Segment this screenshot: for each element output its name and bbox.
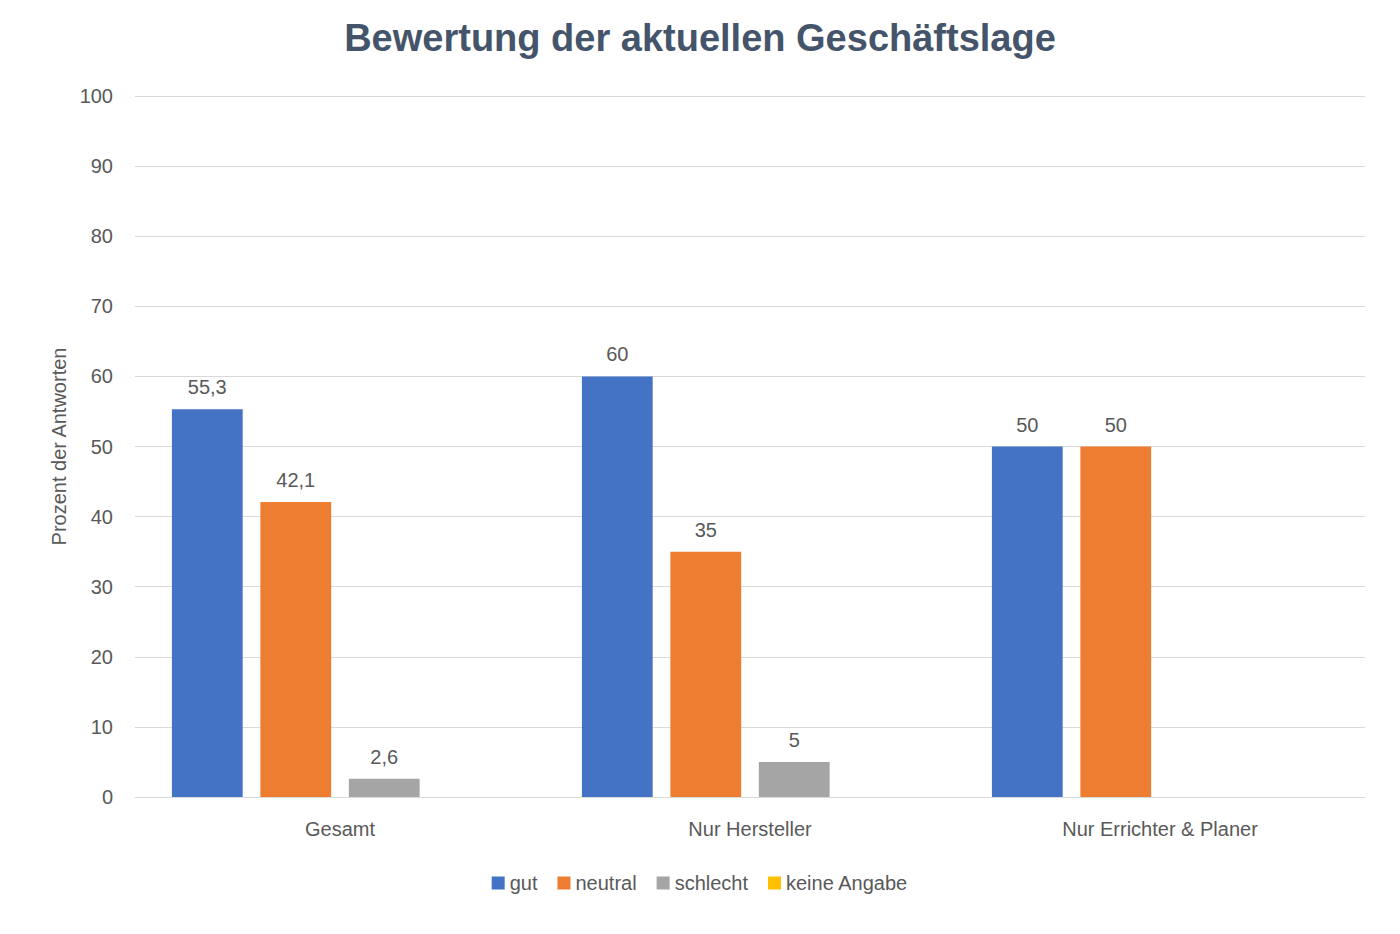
svg-text:Prozent der Antworten: Prozent der Antworten (48, 348, 70, 546)
svg-text:50: 50 (1016, 414, 1038, 436)
svg-text:100: 100 (80, 85, 113, 107)
svg-text:schlecht: schlecht (675, 872, 749, 894)
svg-text:40: 40 (91, 506, 113, 528)
svg-text:5: 5 (789, 729, 800, 751)
svg-text:70: 70 (91, 295, 113, 317)
svg-text:gut: gut (510, 872, 538, 894)
svg-text:60: 60 (91, 365, 113, 387)
svg-text:50: 50 (91, 436, 113, 458)
svg-text:60: 60 (606, 343, 628, 365)
svg-text:2,6: 2,6 (370, 746, 398, 768)
svg-text:90: 90 (91, 155, 113, 177)
svg-text:55,3: 55,3 (188, 376, 227, 398)
svg-text:20: 20 (91, 646, 113, 668)
svg-text:Bewertung der aktuellen Geschä: Bewertung der aktuellen Geschäftslage (344, 17, 1056, 59)
svg-text:Gesamt: Gesamt (305, 818, 375, 840)
svg-text:50: 50 (1105, 414, 1127, 436)
svg-text:Nur Hersteller: Nur Hersteller (688, 818, 812, 840)
svg-text:35: 35 (695, 519, 717, 541)
svg-text:neutral: neutral (575, 872, 636, 894)
svg-text:30: 30 (91, 576, 113, 598)
svg-text:Nur Errichter & Planer: Nur Errichter & Planer (1062, 818, 1258, 840)
svg-text:0: 0 (102, 786, 113, 808)
svg-text:10: 10 (91, 716, 113, 738)
svg-text:80: 80 (91, 225, 113, 247)
svg-text:42,1: 42,1 (276, 469, 315, 491)
svg-text:keine Angabe: keine Angabe (786, 872, 907, 894)
